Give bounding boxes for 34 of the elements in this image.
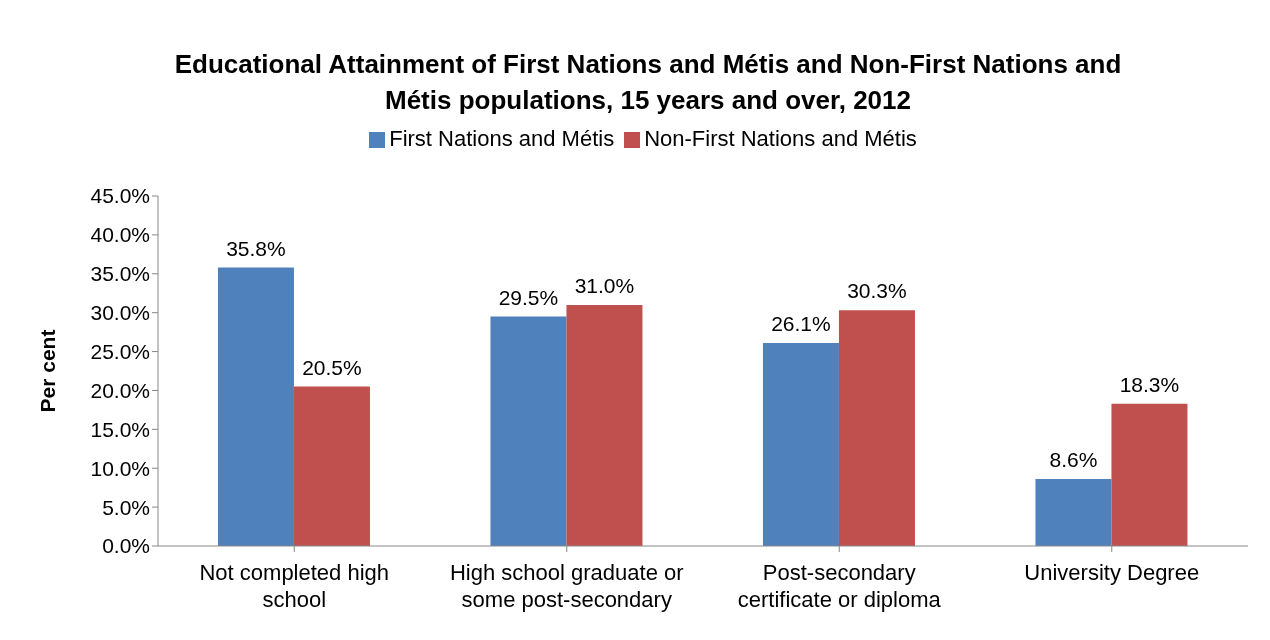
- chart-title: Educational Attainment of First Nations and Métis and Non-First Nations and Métis populations, 15 years and over, 2012: [173, 48, 1123, 117]
- bar: [838, 310, 915, 546]
- y-tick-label: 30.0%: [90, 301, 150, 325]
- y-tick-label: 15.0%: [90, 417, 150, 441]
- legend-label: Non-First Nations and Métis: [644, 126, 917, 151]
- data-label: 18.3%: [1119, 372, 1180, 396]
- y-tick-label: 0.0%: [102, 534, 150, 558]
- legend-label: First Nations and Métis: [389, 126, 615, 151]
- x-tick-label: Post-secondary certificate or diploma: [737, 560, 942, 612]
- bar: [293, 386, 370, 546]
- data-label: 8.6%: [1049, 448, 1098, 472]
- y-tick-label: 40.0%: [90, 223, 150, 247]
- y-tick-label: 25.0%: [90, 340, 150, 364]
- bar: [490, 316, 567, 546]
- data-label: 29.5%: [498, 285, 559, 309]
- y-tick-label: 45.0%: [90, 184, 150, 208]
- bar: [762, 343, 839, 546]
- data-label: 35.8%: [226, 236, 286, 260]
- x-tick-label: Not completed high school: [199, 560, 390, 612]
- bar: [566, 304, 643, 546]
- y-tick-label: 20.0%: [90, 378, 150, 402]
- x-tick-label: High school graduate or some post-secondary: [449, 560, 684, 612]
- y-tick-label: 35.0%: [90, 262, 150, 286]
- data-label: 26.1%: [771, 312, 831, 335]
- bar: [1035, 479, 1112, 546]
- data-label: 31.0%: [574, 273, 635, 297]
- y-tick-label: 10.0%: [90, 456, 150, 480]
- bar: [1111, 403, 1188, 546]
- y-tick-label: 5.0%: [102, 495, 150, 519]
- data-label: 20.5%: [302, 355, 362, 379]
- data-label: 30.3%: [847, 279, 907, 303]
- bar: [217, 267, 294, 546]
- x-tick-label: University Degree: [1024, 560, 1200, 585]
- y-axis-title: Per cent: [36, 329, 60, 413]
